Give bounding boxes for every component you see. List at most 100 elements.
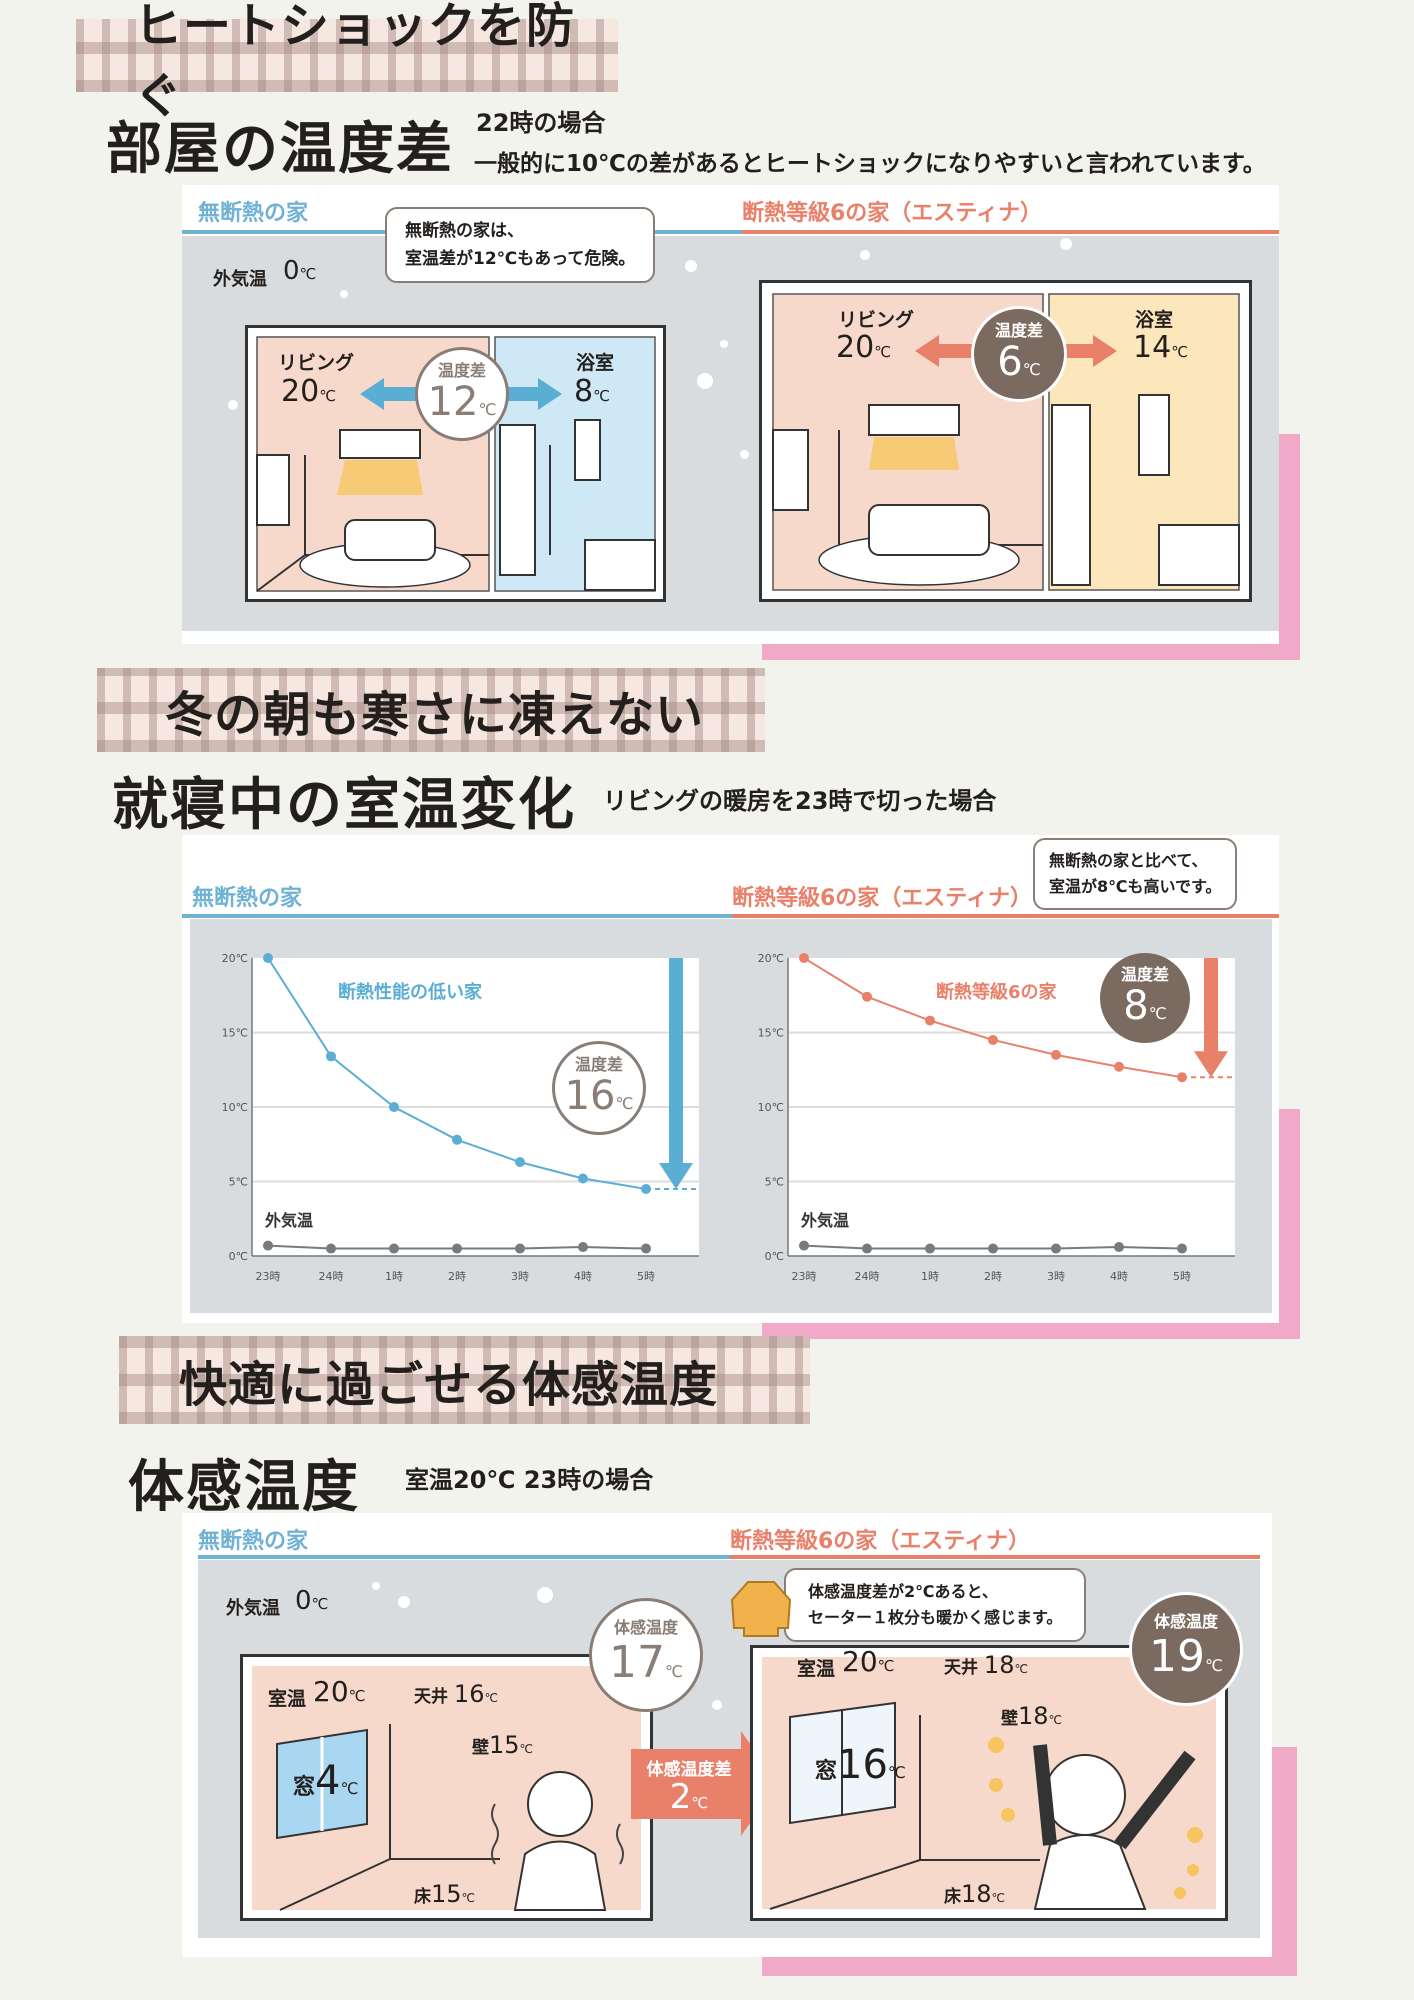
living-label: リビング [278, 352, 355, 374]
room-temp-label: 室温 [797, 1658, 836, 1680]
divider-blue [198, 1555, 730, 1559]
section-tape-heading: 冬の朝も寒さに凍えない [97, 668, 765, 752]
data-point [515, 1243, 525, 1254]
y-tick-label: 0℃ [765, 1250, 784, 1263]
subtitle-note: 一般的に10℃の差があるとヒートショックになりやすいと言われています。 [474, 151, 1266, 177]
room-temp-label: 室温 [268, 1688, 307, 1710]
series-label: 外気温 [264, 1211, 313, 1230]
heading-room-temp-diff: 部屋の温度差 [106, 117, 454, 182]
subtitle-condition: 22時の場合 [476, 109, 606, 137]
window-temp: 窓4℃ [293, 1758, 359, 1804]
uninsulated-house-illustration [245, 325, 666, 602]
diff-arrow-shaft [1204, 958, 1218, 1054]
x-tick-label: 1時 [921, 1270, 939, 1283]
label-insulated: 断熱等級6の家（エスティナ） [730, 1529, 1030, 1554]
series-label: 断熱等級6の家 [936, 981, 1058, 1003]
living-temp: 20℃ [836, 330, 892, 365]
outside-temp-label: 外気温 [213, 269, 267, 290]
data-point [452, 1134, 462, 1145]
diff-arrow-head [1194, 1051, 1228, 1078]
subtitle-condition: リビングの暖房を23時で切った場合 [603, 787, 997, 815]
data-point [799, 1240, 809, 1251]
pink-shadow [762, 1957, 1297, 1976]
wall-temp: 壁15℃ [472, 1731, 534, 1759]
data-point [641, 1243, 651, 1254]
x-tick-label: 23時 [792, 1270, 817, 1283]
label-insulated: 断熱等級6の家（エスティナ） [742, 201, 1042, 226]
divider-orange [730, 1555, 1260, 1559]
label-uninsulated: 無断熱の家 [198, 1529, 309, 1554]
window-temp: 窓16℃ [815, 1742, 906, 1788]
data-point [862, 1243, 872, 1254]
data-point [1051, 1049, 1061, 1060]
comparison-bubble: 無断熱の家と比べて、 室温が8℃も高いです。 [1033, 838, 1238, 910]
section-title: ヒートショックを防ぐ [134, 0, 576, 124]
pink-shadow [1279, 1109, 1300, 1339]
y-tick-label: 0℃ [229, 1250, 248, 1263]
series-label: 断熱性能の低い家 [338, 981, 483, 1003]
data-point [578, 1173, 588, 1184]
y-tick-label: 15℃ [222, 1027, 248, 1040]
x-tick-label: 1時 [385, 1270, 403, 1283]
section-title: 快適に過ごせる体感温度 [179, 1357, 719, 1413]
data-point [389, 1102, 399, 1112]
data-point [799, 953, 809, 963]
data-point [389, 1243, 399, 1254]
x-tick-label: 24時 [855, 1270, 880, 1283]
heading-night-temp-change: 就寝中の室温変化 [112, 773, 576, 838]
data-point [988, 1034, 998, 1045]
data-point [515, 1157, 525, 1168]
section-tape-heading: ヒートショックを防ぐ [76, 0, 618, 124]
outside-temp-value: 0℃ [295, 1586, 329, 1616]
x-tick-label: 4時 [574, 1270, 592, 1283]
data-point [988, 1243, 998, 1254]
y-tick-label: 20℃ [222, 952, 248, 965]
perceived-temp-badge: 体感温度 19℃ [1129, 1592, 1243, 1706]
data-point [1051, 1243, 1061, 1254]
ceiling-temp: 天井 18℃ [944, 1651, 1028, 1679]
x-tick-label: 3時 [511, 1270, 529, 1283]
label-insulated: 断熱等級6の家（エスティナ） [732, 886, 1032, 911]
bath-label: 浴室 [576, 352, 615, 374]
subtitle-condition: 室温20℃ 23時の場合 [405, 1466, 654, 1494]
outside-temp-label: 外気温 [226, 1598, 280, 1619]
divider-orange [742, 230, 1279, 234]
heading-perceived-temp: 体感温度 [128, 1455, 360, 1520]
y-tick-label: 10℃ [758, 1101, 784, 1114]
section-tape-heading: 快適に過ごせる体感温度 [119, 1336, 810, 1424]
series-label: 外気温 [800, 1211, 849, 1230]
x-tick-label: 24時 [319, 1270, 344, 1283]
x-tick-label: 3時 [1047, 1270, 1065, 1283]
x-tick-label: 5時 [637, 1270, 655, 1283]
y-tick-label: 10℃ [222, 1101, 248, 1114]
living-temp: 20℃ [281, 374, 337, 409]
x-tick-label: 2時 [448, 1270, 466, 1283]
floor-temp: 床18℃ [944, 1880, 1006, 1908]
bath-temp: 8℃ [574, 374, 610, 409]
bath-temp: 14℃ [1133, 330, 1189, 365]
data-point [1114, 1061, 1124, 1072]
sweater-icon [730, 1581, 792, 1637]
temp-diff-badge: 温度差 8℃ [1100, 953, 1190, 1043]
y-tick-label: 15℃ [758, 1027, 784, 1040]
data-point [263, 1240, 273, 1251]
wall-temp: 壁18℃ [1001, 1702, 1063, 1730]
diff-arrow-shaft [669, 958, 683, 1165]
data-point [925, 1243, 935, 1254]
x-tick-label: 23時 [256, 1270, 281, 1283]
data-point [862, 991, 872, 1002]
bath-label: 浴室 [1135, 309, 1174, 331]
outside-temp-value: 0℃ [283, 256, 317, 286]
x-tick-label: 4時 [1110, 1270, 1128, 1283]
x-tick-label: 5時 [1173, 1270, 1191, 1283]
y-tick-label: 5℃ [765, 1176, 784, 1189]
data-point [326, 1051, 336, 1062]
data-point [452, 1243, 462, 1254]
divider-blue [182, 914, 732, 918]
room-temp-value: 20℃ [313, 1675, 366, 1708]
warning-bubble: 無断熱の家は、 室温差が12℃もあって危険。 [385, 207, 656, 283]
pink-shadow [762, 644, 1300, 660]
room-temp-value: 20℃ [842, 1645, 895, 1678]
divider-orange [732, 914, 1279, 918]
